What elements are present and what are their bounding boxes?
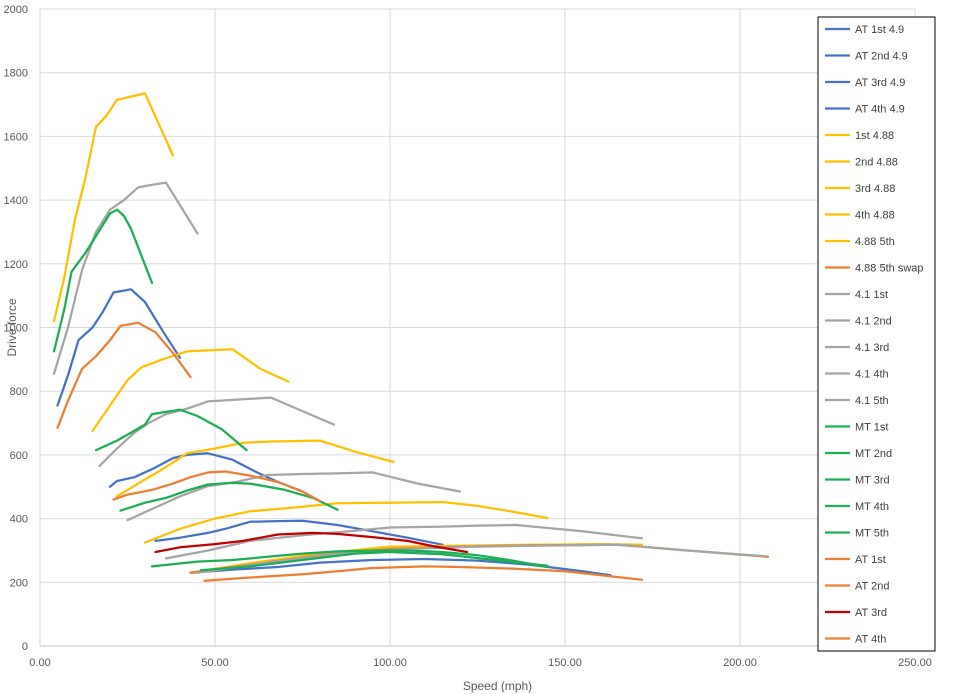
legend-entry: AT 2nd 4.9 <box>855 51 908 63</box>
legend-entry: 4.1 4th <box>855 369 889 381</box>
y-axis-ticks: 0 200 400 600 800 1000 1200 1400 1600 1800 2000 <box>4 4 28 653</box>
legend-entry: AT 3rd <box>855 607 887 619</box>
legend-entry: 4.88 5th <box>855 236 895 248</box>
y-tick-label: 600 <box>10 450 28 462</box>
series-line-7 <box>115 439 395 498</box>
legend: AT 1st 4.9 AT 2nd 4.9 AT 3rd 4.9 AT 4th 4.9… <box>817 16 936 652</box>
series-line-13 <box>126 471 462 522</box>
series-line-16 <box>52 208 154 353</box>
legend-entry: AT 3rd 4.9 <box>855 77 905 89</box>
y-tick-label: 1800 <box>4 68 28 80</box>
legend-box <box>817 16 936 652</box>
y-tick-label: 1600 <box>4 131 28 143</box>
series-line-20 <box>199 550 549 572</box>
gridlines <box>39 8 916 647</box>
series-line-21 <box>56 321 192 429</box>
legend-entry: AT 2nd <box>855 581 889 593</box>
series-line-17 <box>94 408 248 452</box>
y-tick-label: 800 <box>10 386 28 398</box>
y-tick-label: 1200 <box>4 259 28 271</box>
series-line-24 <box>203 565 644 582</box>
legend-entry: MT 2nd <box>855 448 892 460</box>
x-axis-ticks: 0.00 50.00 100.00 150.00 200.00 250.00 <box>29 657 932 669</box>
x-tick-label: 0.00 <box>29 657 50 669</box>
legend-entry: MT 3rd <box>855 475 890 487</box>
legend-entry: 4th 4.88 <box>855 210 895 222</box>
legend-entry: 1st 4.88 <box>855 130 894 142</box>
legend-entry: AT 4th 4.9 <box>855 104 905 116</box>
series-line-3 <box>154 519 444 546</box>
legend-entry: AT 4th <box>855 634 886 646</box>
x-tick-label: 250.00 <box>898 657 932 669</box>
y-tick-label: 1000 <box>4 323 28 335</box>
series-line-8 <box>143 500 549 544</box>
legend-entry: 4.88 5th swap <box>855 263 924 275</box>
legend-entry: 2nd 4.88 <box>855 157 898 169</box>
series-lines <box>52 92 770 582</box>
series-line-12 <box>98 396 336 468</box>
legend-entry: MT 5th <box>855 528 889 540</box>
y-tick-label: 2000 <box>4 4 28 16</box>
series-line-4 <box>189 557 612 577</box>
series-line-14 <box>164 523 644 560</box>
legend-entry: 4.1 2nd <box>855 316 892 328</box>
series-line-5 <box>52 92 175 323</box>
legend-entry: 4.1 5th <box>855 395 889 407</box>
y-tick-label: 0 <box>22 641 28 653</box>
legend-entry: MT 1st <box>855 422 888 434</box>
y-tick-label: 400 <box>10 514 28 526</box>
y-tick-label: 200 <box>10 577 28 589</box>
legend-entry: AT 1st 4.9 <box>855 24 904 36</box>
x-tick-label: 150.00 <box>548 657 582 669</box>
series-line-6 <box>91 348 290 433</box>
legend-entry: 4.1 3rd <box>855 342 889 354</box>
x-tick-label: 200.00 <box>723 657 757 669</box>
x-axis-label: Speed (mph) <box>463 679 532 693</box>
y-tick-label: 1400 <box>4 195 28 207</box>
series-line-11 <box>52 181 199 375</box>
y-axis-label: Drive force <box>5 298 19 356</box>
series-line-23 <box>154 531 469 554</box>
legend-entry: MT 4th <box>855 501 889 513</box>
x-tick-label: 50.00 <box>201 657 229 669</box>
x-tick-label: 100.00 <box>373 657 407 669</box>
series-line-1 <box>56 288 182 407</box>
series-line-22 <box>112 470 322 503</box>
legend-entry: AT 1st <box>855 554 886 566</box>
series-line-15 <box>196 543 766 574</box>
series-line-18 <box>119 481 339 512</box>
series-line-19 <box>150 549 549 569</box>
legend-entry: 3rd 4.88 <box>855 183 895 195</box>
legend-entry: 4.1 1st <box>855 289 888 301</box>
